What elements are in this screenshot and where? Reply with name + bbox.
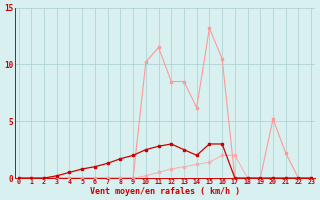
X-axis label: Vent moyen/en rafales ( km/h ): Vent moyen/en rafales ( km/h ) bbox=[90, 187, 240, 196]
